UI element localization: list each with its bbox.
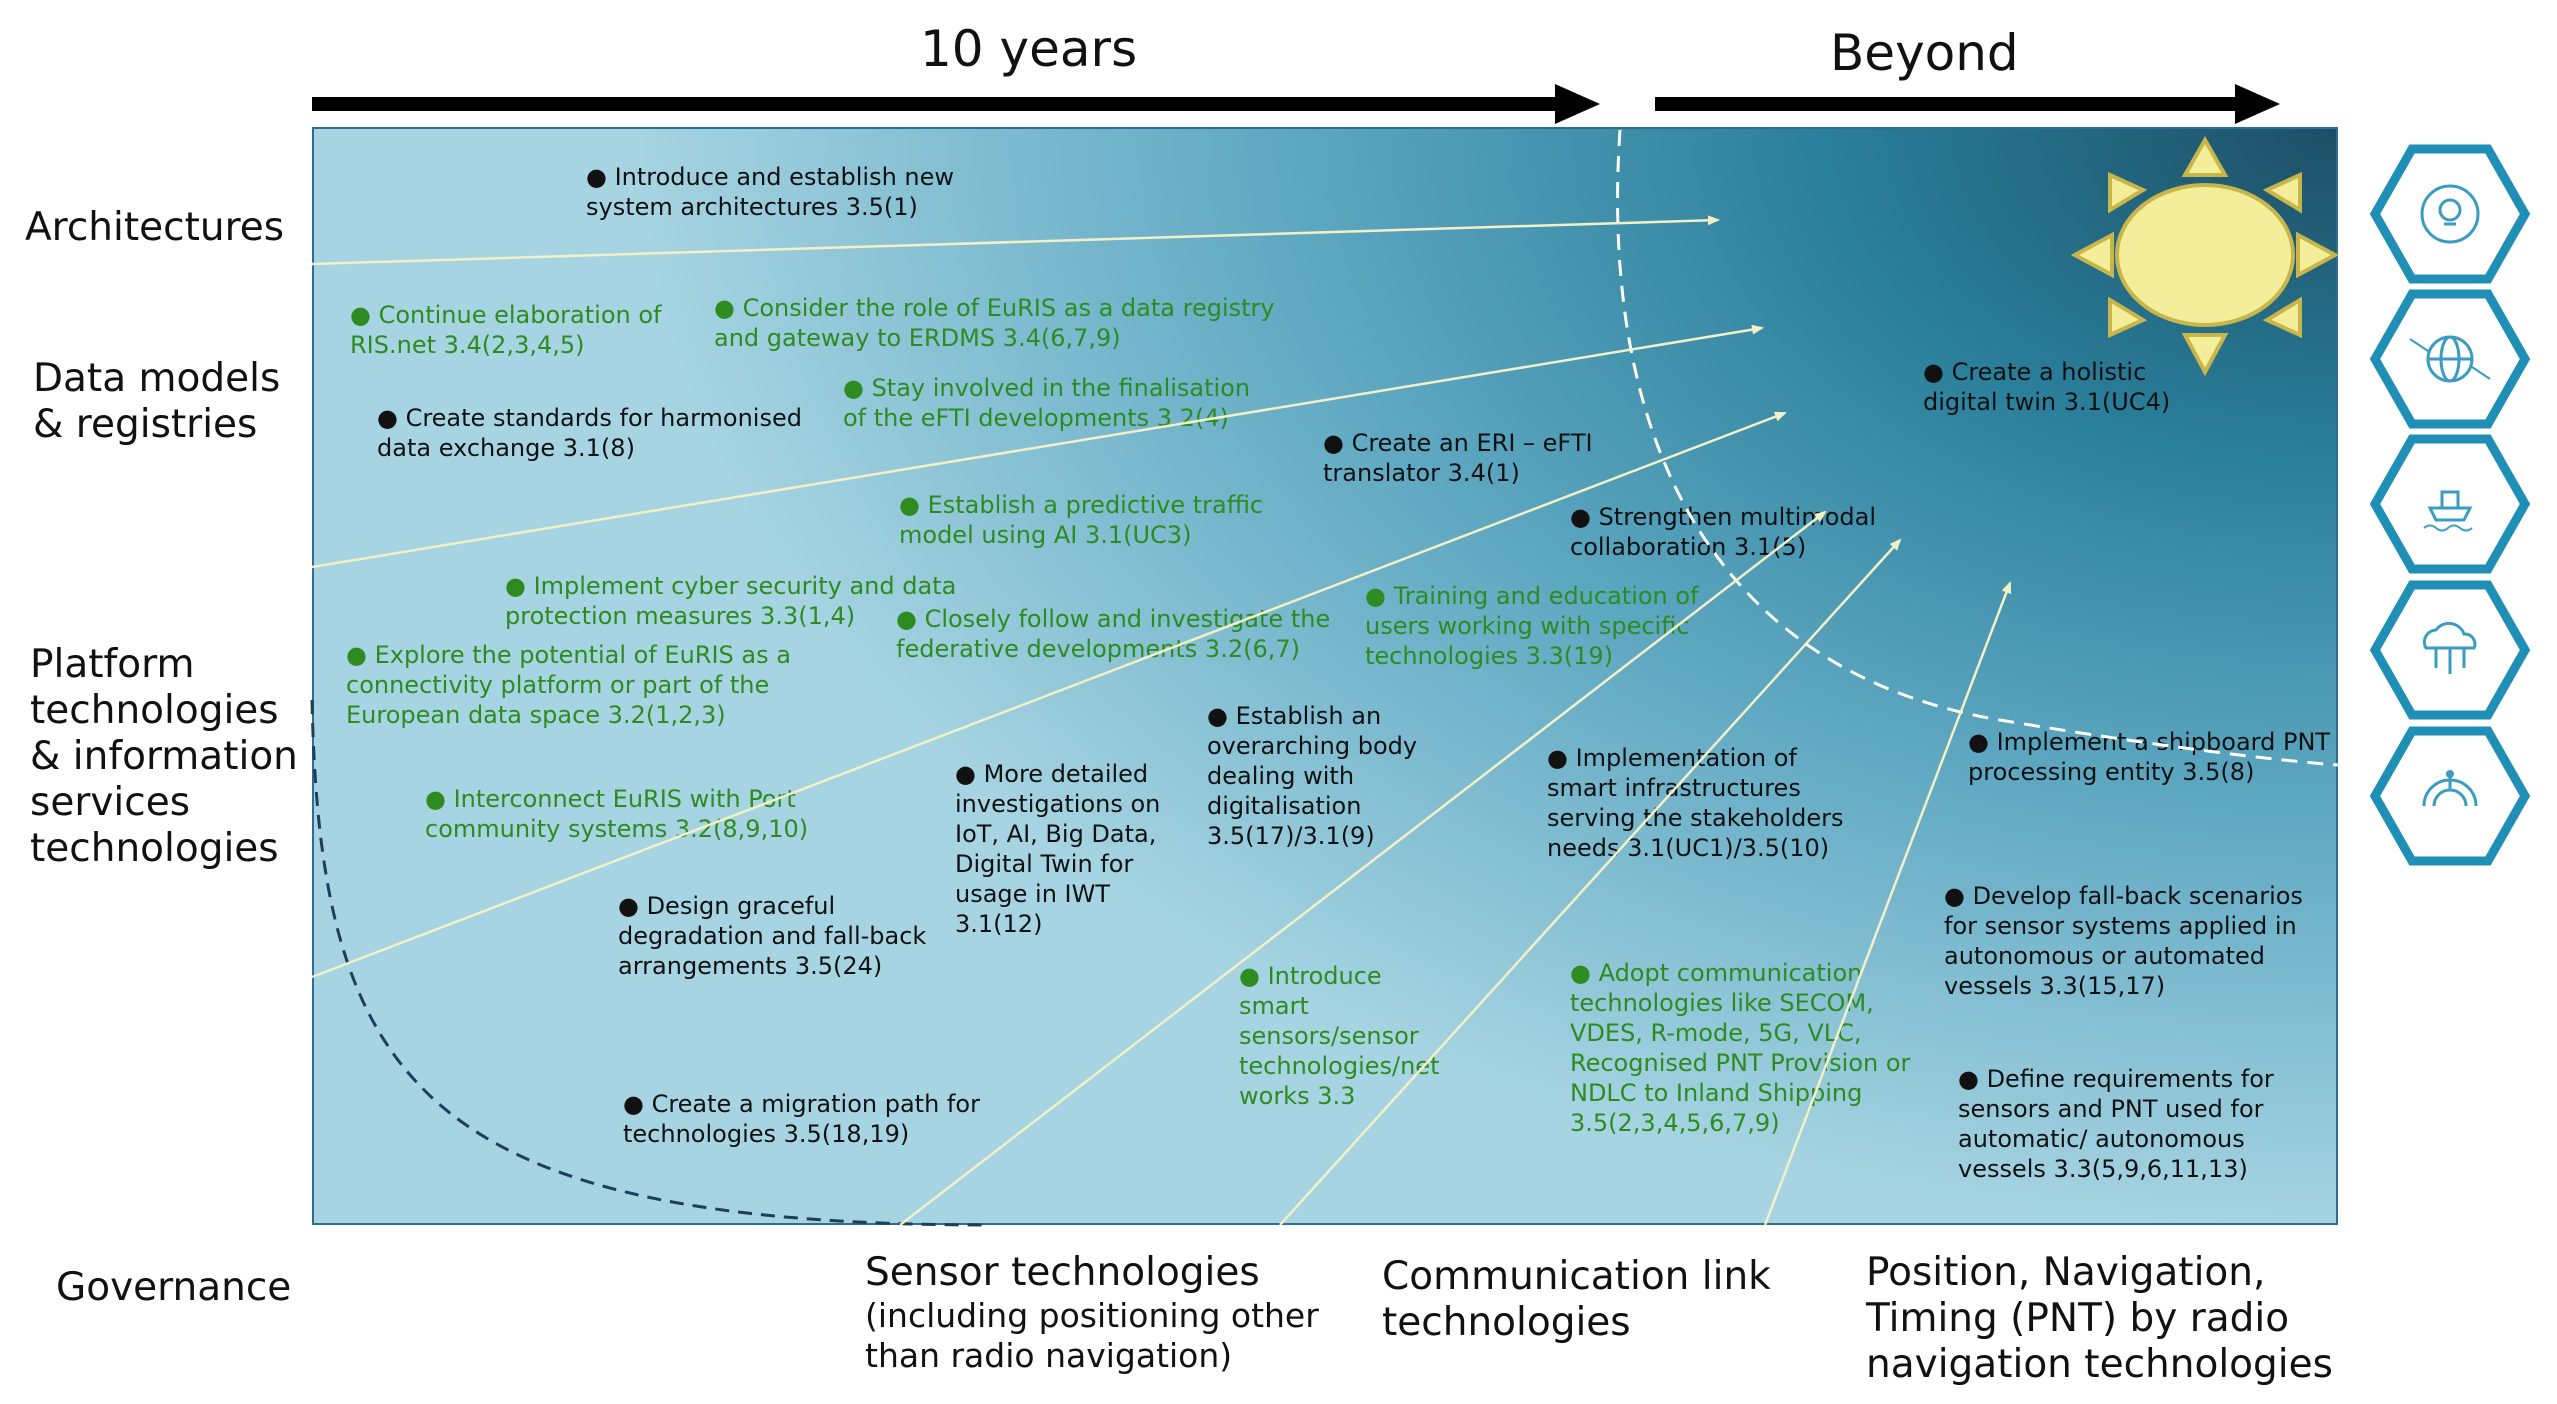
- roadmap-item: ● Create an ERI – eFTI translator 3.4(1): [1323, 429, 1593, 487]
- cloud-network-icon: [2369, 580, 2531, 720]
- roadmap-item: ● More detailed investigations on IoT, A…: [955, 760, 1161, 938]
- gear-lightbulb-icon: [2369, 144, 2531, 284]
- roadmap-item: ● Interconnect EuRIS with Port community…: [425, 785, 809, 843]
- roadmap-item: ● Develop fall-back scenarios for sensor…: [1944, 882, 2303, 1000]
- roadmap-item: ● Introduce smart sensors/sensor technol…: [1239, 962, 1440, 1110]
- roadmap-item: ● Implement cyber security and data prot…: [505, 572, 957, 630]
- roadmap-item: ● Consider the role of EuRIS as a data r…: [714, 294, 1275, 352]
- bottom-label-sensor-sub: (including positioning other than radio …: [865, 1296, 1319, 1375]
- roadmap-panel: ● Introduce and establish new system arc…: [312, 127, 2338, 1225]
- roadmap-item: ● Design graceful degradation and fall-b…: [618, 892, 927, 980]
- roadmap-item: ● Strengthen multimodal collaboration 3.…: [1570, 503, 1876, 561]
- bottom-label-sensor: Sensor technologies: [865, 1250, 1260, 1295]
- roadmap-item: ● Establish a predictive traffic model u…: [899, 491, 1264, 549]
- bottom-label-pnt: Position, Navigation, Timing (PNT) by ra…: [1866, 1250, 2333, 1387]
- row-label-platform: Platform technologies & information serv…: [30, 642, 298, 871]
- timeline-arrow-beyond: [1655, 84, 2280, 124]
- globe-network-icon: [2369, 289, 2531, 429]
- roadmap-item: ● Training and education of users workin…: [1365, 582, 1699, 670]
- roadmap-item: ● Establish an overarching body dealing …: [1207, 702, 1418, 850]
- row-label-architectures: Architectures: [25, 205, 285, 250]
- roadmap-item: ● Stay involved in the finalisation of t…: [843, 374, 1251, 432]
- roadmap-item: ● Introduce and establish new system arc…: [586, 163, 955, 221]
- roadmap-item: ● Continue elaboration of RIS.net 3.4(2,…: [350, 301, 662, 359]
- roadmap-item: ● Explore the potential of EuRIS as a co…: [346, 641, 791, 729]
- header-ten-years: 10 years: [920, 20, 1138, 78]
- header-beyond: Beyond: [1830, 24, 2019, 82]
- roadmap-item: ● Implement a shipboard PNT processing e…: [1968, 728, 2331, 786]
- row-label-governance: Governance: [56, 1265, 292, 1310]
- ship-icon: [2369, 434, 2531, 574]
- roadmap-item: ● Create standards for harmonised data e…: [377, 404, 802, 462]
- roadmap-item: ● Create a holistic digital twin 3.1(UC4…: [1923, 358, 2171, 416]
- roadmap-item: ● Create a migration path for technologi…: [623, 1090, 980, 1148]
- roadmap-item: ● Closely follow and investigate the fed…: [896, 605, 1331, 663]
- roadmap-item: ● Adopt communication technologies like …: [1570, 959, 1911, 1137]
- roadmap-item: ● Implementation of smart infrastructure…: [1547, 744, 1844, 862]
- roadmap-item: ● Define requirements for sensors and PN…: [1958, 1065, 2274, 1183]
- timeline-arrow-ten-years: [312, 84, 1600, 124]
- satellite-dish-icon: [2369, 726, 2531, 866]
- bottom-label-communication: Communication link technologies: [1382, 1254, 1771, 1345]
- row-label-data-models: Data models & registries: [33, 356, 281, 447]
